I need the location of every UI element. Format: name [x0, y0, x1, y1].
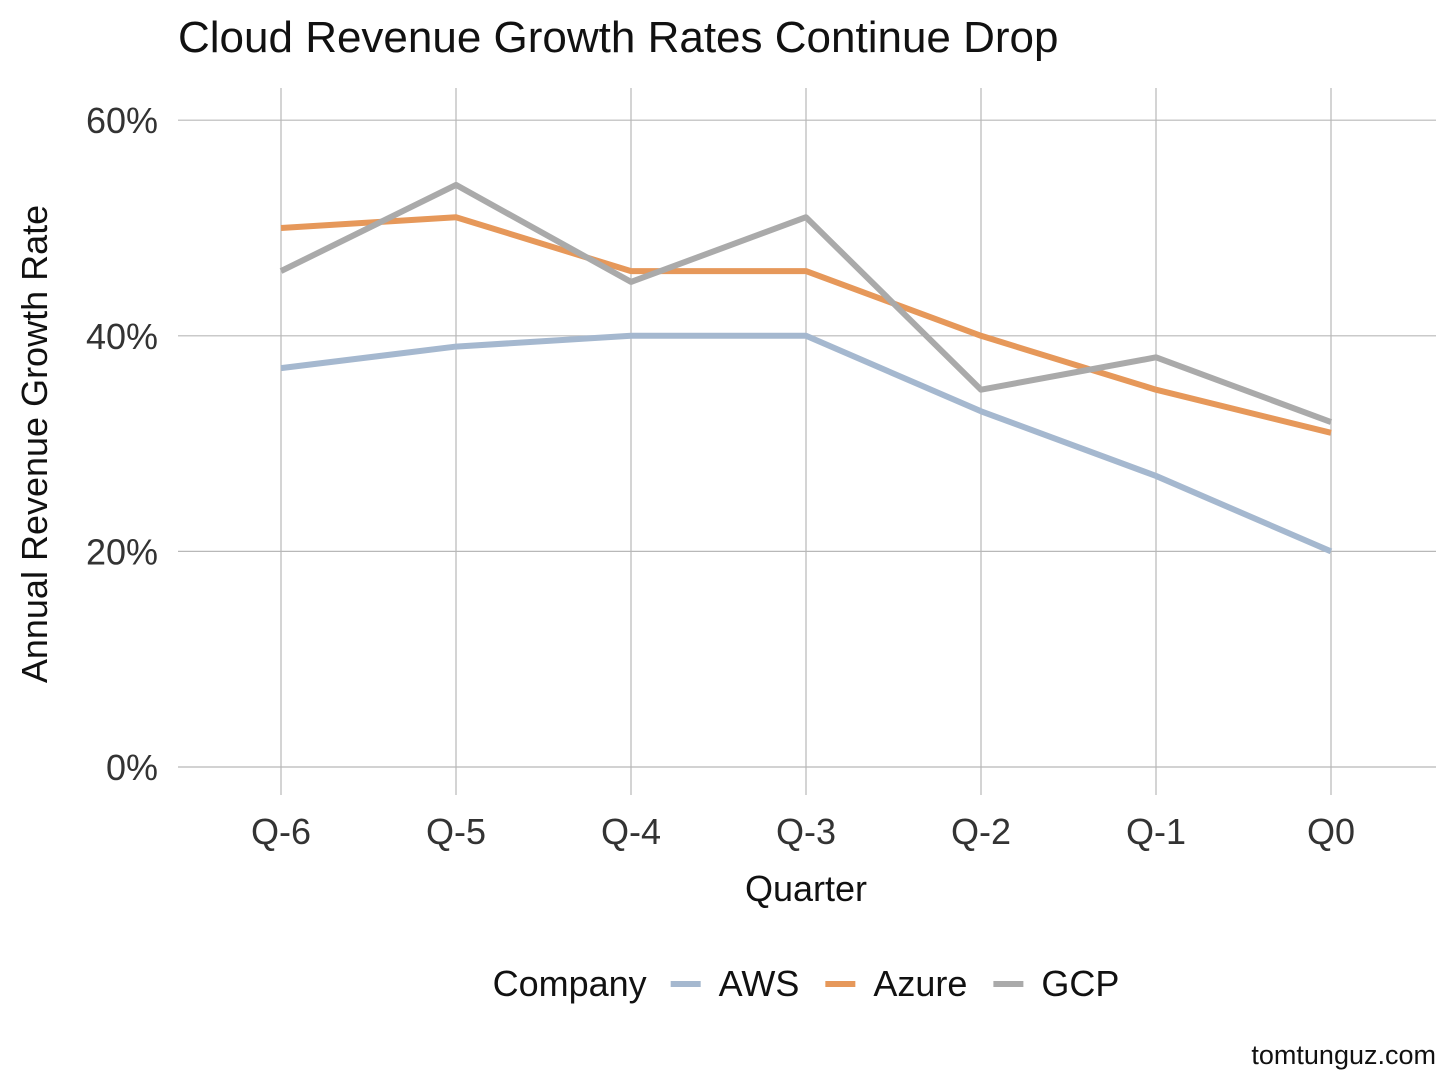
y-tick-label: 40%: [86, 316, 158, 357]
series-line-gcp: [279, 181, 1333, 425]
x-axis-ticks: Q-6 Q-5 Q-4 Q-3 Q-2 Q-1 Q0: [251, 811, 1355, 852]
series-line-azure: [280, 214, 1332, 436]
x-axis-title: Quarter: [745, 868, 867, 909]
x-tick-label: Q-6: [251, 811, 311, 852]
x-tick-label: Q-2: [951, 811, 1011, 852]
x-tick-label: Q-4: [601, 811, 661, 852]
series-line-aws: [280, 332, 1333, 555]
series-lines: [279, 181, 1333, 555]
legend: Company AWS Azure GCP: [493, 963, 1120, 1004]
gridlines: [178, 88, 1436, 795]
y-tick-label: 20%: [86, 531, 158, 572]
legend-label-aws: AWS: [719, 963, 800, 1004]
legend-label-azure: Azure: [873, 963, 967, 1004]
legend-label-gcp: GCP: [1041, 963, 1119, 1004]
legend-title: Company: [493, 963, 647, 1004]
x-tick-label: Q-1: [1126, 811, 1186, 852]
source-credit: tomtunguz.com: [1251, 1040, 1436, 1070]
y-tick-label: 0%: [106, 747, 158, 788]
x-tick-label: Q0: [1307, 811, 1355, 852]
chart-title: Cloud Revenue Growth Rates Continue Drop: [178, 13, 1058, 62]
x-tick-label: Q-3: [776, 811, 836, 852]
x-tick-label: Q-5: [426, 811, 486, 852]
y-axis-ticks: 0% 20% 40% 60%: [86, 100, 158, 788]
y-axis-title: Annual Revenue Growth Rate: [14, 205, 55, 683]
y-tick-label: 60%: [86, 100, 158, 141]
